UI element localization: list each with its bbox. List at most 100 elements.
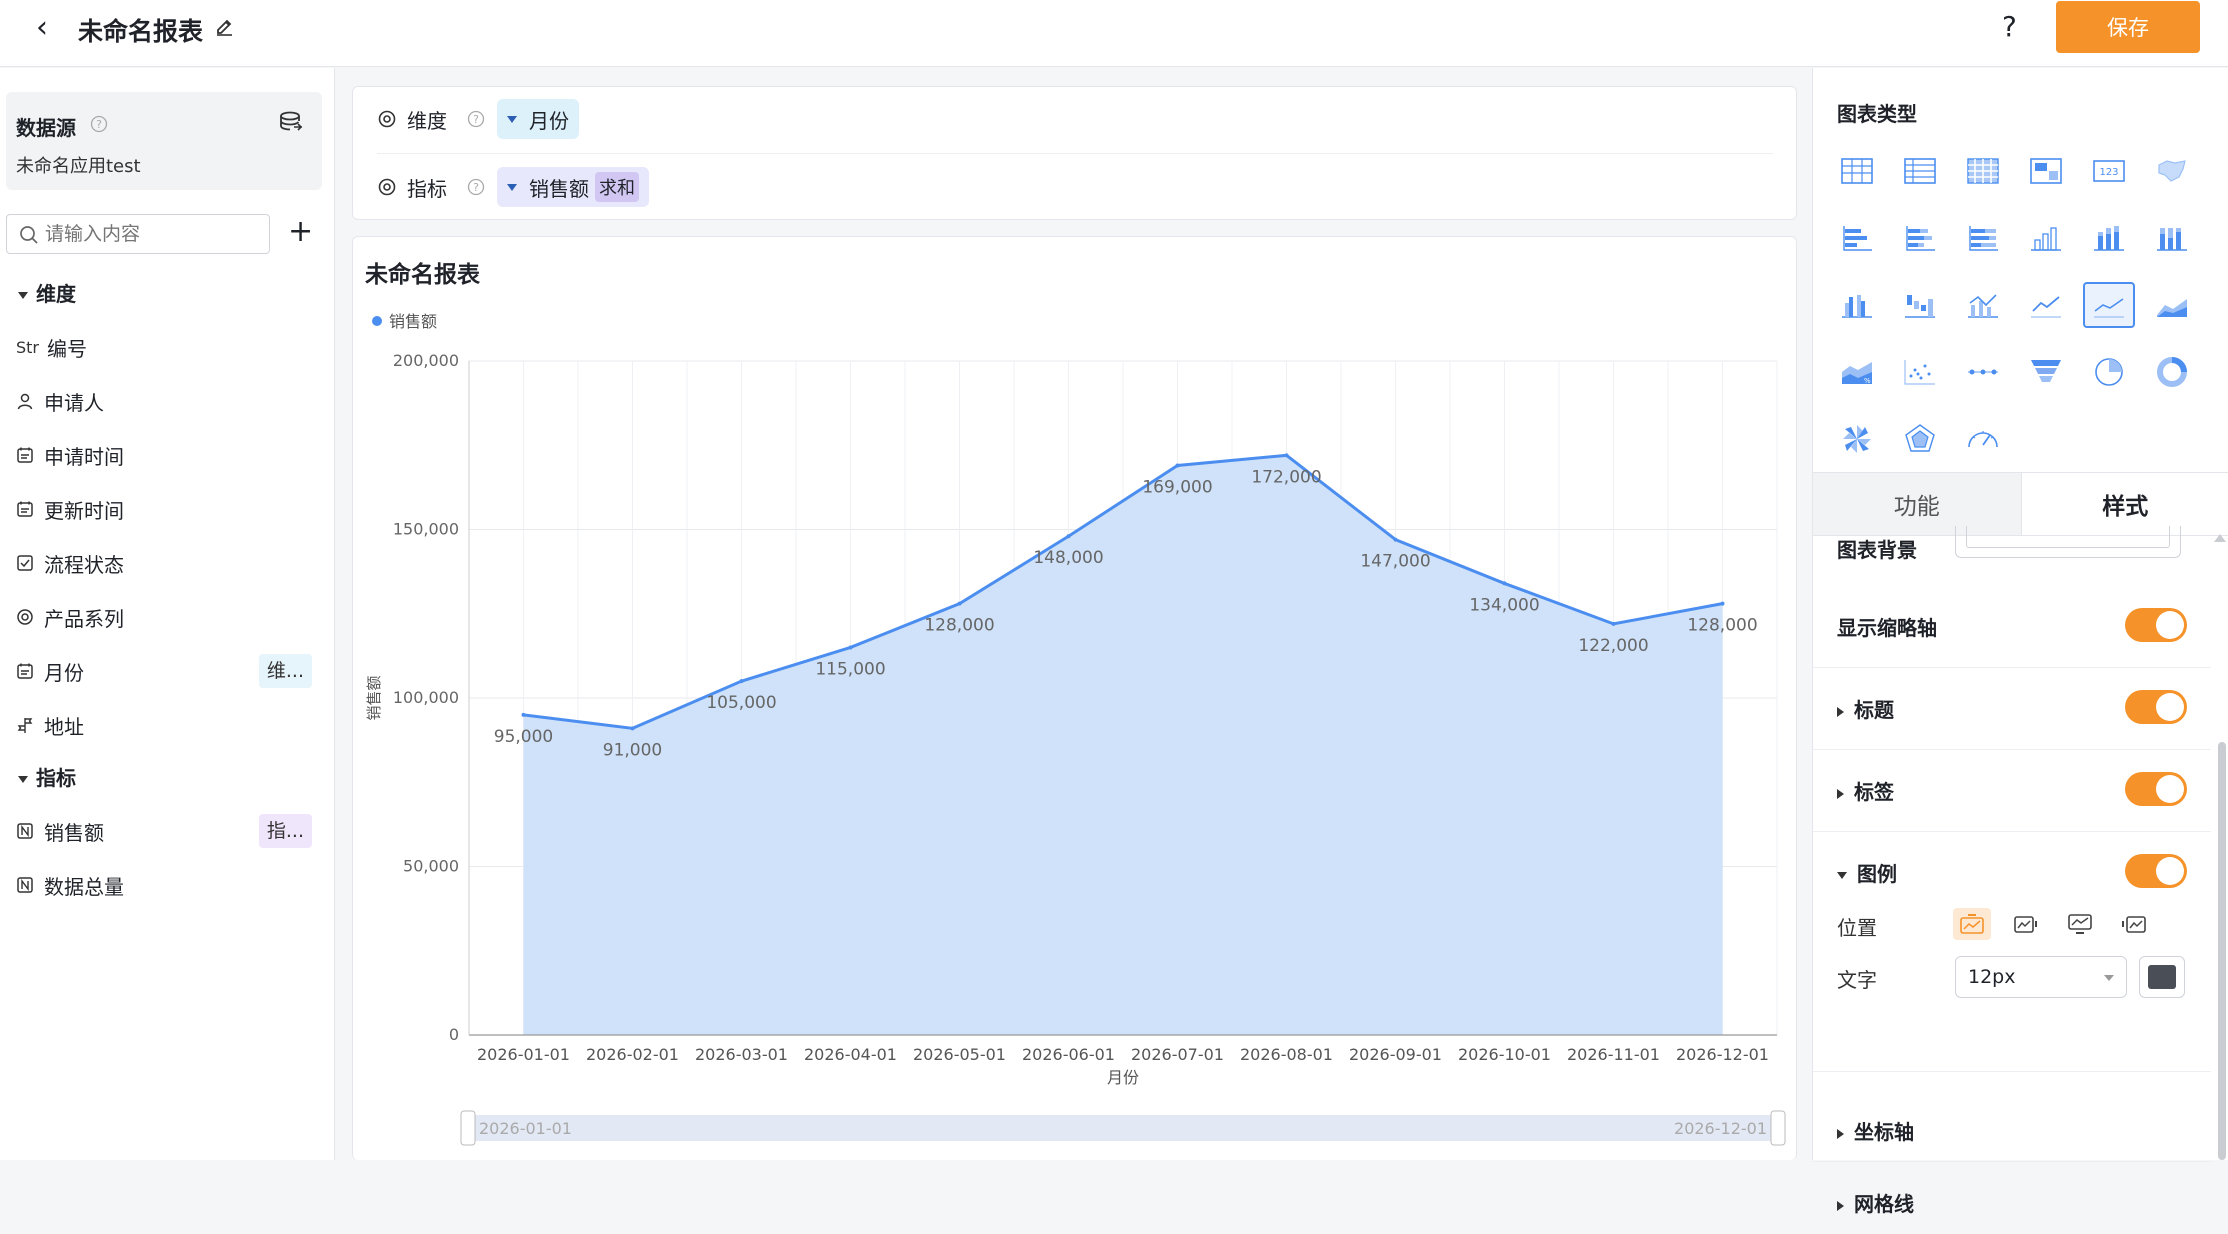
- svg-text:%: %: [1864, 377, 1871, 385]
- legend-pos-right-button[interactable]: [2007, 908, 2045, 940]
- legend-top-icon: [1959, 913, 1985, 935]
- chart-type-pie-icon[interactable]: [2083, 349, 2135, 395]
- dimension-pill[interactable]: 月份: [497, 99, 579, 139]
- legend-pos-left-button[interactable]: [2115, 908, 2153, 940]
- chart-type-line-icon[interactable]: [2020, 282, 2072, 328]
- chart-type-map-icon[interactable]: [2146, 148, 2198, 194]
- x-tick-label: 2026-03-01: [695, 1045, 788, 1064]
- y-tick-label: 0: [449, 1025, 459, 1044]
- chart-type-bar-horizontal-icon[interactable]: [1831, 215, 1883, 261]
- chart-type-gauge-icon[interactable]: [1957, 416, 2009, 462]
- x-tick-label: 2026-02-01: [586, 1045, 679, 1064]
- chart-type-waterfall-icon[interactable]: [1894, 282, 1946, 328]
- chart-type-combo-icon[interactable]: [1957, 282, 2009, 328]
- chart-type-radar-icon[interactable]: [1894, 416, 1946, 462]
- chart-type-funnel-icon[interactable]: [2020, 349, 2072, 395]
- legend-right-icon: [2013, 913, 2039, 935]
- chart-type-bar-percent-horizontal-icon[interactable]: [1957, 215, 2009, 261]
- font-color-picker[interactable]: [2139, 956, 2185, 998]
- row-label[interactable]: 标签: [1813, 750, 2211, 832]
- data-label: 95,000: [494, 727, 553, 747]
- data-label: 148,000: [1033, 548, 1103, 568]
- metric-pill[interactable]: 销售额求和: [497, 167, 649, 207]
- aggregation-badge: 求和: [595, 172, 639, 202]
- search-input[interactable]: [45, 221, 265, 247]
- field-item-apply-time[interactable]: 申请时间: [16, 438, 326, 472]
- y-tick-label: 100,000: [393, 688, 459, 707]
- data-label: 172,000: [1251, 467, 1321, 487]
- field-item-product-series[interactable]: 产品系列: [16, 600, 326, 634]
- row-axis[interactable]: 坐标轴: [1813, 1090, 2211, 1162]
- legend-pos-bottom-button[interactable]: [2061, 908, 2099, 940]
- field-item-address[interactable]: 地址: [16, 708, 326, 742]
- question-icon[interactable]: ?: [467, 178, 485, 196]
- data-label: 115,000: [815, 659, 885, 679]
- caret-right-icon: [1837, 1129, 1844, 1139]
- slider-handle-left[interactable]: [461, 1111, 475, 1145]
- slider-handle-right[interactable]: [1771, 1111, 1785, 1145]
- row-legend[interactable]: 图例: [1813, 832, 2211, 1072]
- row-title[interactable]: 标题: [1813, 668, 2211, 750]
- row-grid[interactable]: 网格线: [1813, 1162, 2211, 1234]
- chart-type-dot-line-icon[interactable]: [1957, 349, 2009, 395]
- font-size-select[interactable]: 12px: [1955, 956, 2127, 998]
- search-box[interactable]: [6, 214, 270, 254]
- help-icon[interactable]: ?: [2002, 10, 2017, 43]
- data-label: 147,000: [1360, 552, 1430, 572]
- number-icon: [16, 822, 34, 840]
- field-item-flow-status[interactable]: 流程状态: [16, 546, 326, 580]
- chevron-down-icon: [2104, 975, 2114, 981]
- chart-type-table-icon[interactable]: [1831, 148, 1883, 194]
- legend-toggle[interactable]: [2125, 854, 2187, 888]
- chart-type-indicator-card-icon[interactable]: [2020, 148, 2072, 194]
- y-tick-label: 150,000: [393, 520, 459, 539]
- field-item-sales[interactable]: 销售额 指...: [16, 814, 326, 848]
- save-button[interactable]: 保存: [2056, 1, 2200, 53]
- scroll-up-icon[interactable]: [2214, 534, 2226, 542]
- metric-group[interactable]: 指标: [18, 762, 76, 791]
- title-toggle[interactable]: [2125, 690, 2187, 724]
- chart-type-area-stacked-icon[interactable]: [2146, 282, 2198, 328]
- chart-type-heat-table-icon[interactable]: [1957, 148, 2009, 194]
- chart-type-column-grouped-icon[interactable]: [1831, 282, 1883, 328]
- database-icon[interactable]: [278, 110, 304, 134]
- calendar-icon: [16, 500, 34, 518]
- question-icon[interactable]: ?: [90, 115, 108, 133]
- data-label: 169,000: [1142, 477, 1212, 497]
- show-slider-toggle[interactable]: [2125, 608, 2187, 642]
- chart-type-column-icon[interactable]: [2020, 215, 2072, 261]
- field-item-update-time[interactable]: 更新时间: [16, 492, 326, 526]
- dimension-group[interactable]: 维度: [18, 278, 76, 307]
- datasource-card: 数据源 ? 未命名应用test: [6, 92, 322, 190]
- label-toggle[interactable]: [2125, 772, 2187, 806]
- data-point: [958, 602, 962, 606]
- chart-background-input[interactable]: [1955, 526, 2181, 558]
- chart-type-pivot-table-icon[interactable]: [1894, 148, 1946, 194]
- legend-pos-top-button[interactable]: [1953, 908, 1991, 940]
- edit-icon[interactable]: [214, 16, 236, 38]
- field-item-applicant[interactable]: 申请人: [16, 384, 326, 418]
- area-chart: 销售额050,000100,000150,000200,00095,00091,…: [353, 237, 1798, 1161]
- chart-type-number-card-icon[interactable]: 123: [2083, 148, 2135, 194]
- chart-type-area-percent-icon[interactable]: %: [1831, 349, 1883, 395]
- chart-type-donut-icon[interactable]: [2146, 349, 2198, 395]
- question-icon[interactable]: ?: [467, 110, 485, 128]
- add-icon[interactable]: +: [288, 214, 313, 250]
- field-item-data-total[interactable]: 数据总量: [16, 868, 326, 902]
- caret-right-icon: [1837, 1201, 1844, 1211]
- chart-type-bar-stacked-horizontal-icon[interactable]: [1894, 215, 1946, 261]
- chart-type-rose-icon[interactable]: [1831, 416, 1883, 462]
- back-icon[interactable]: ‹: [36, 14, 66, 44]
- chart-type-scatter-icon[interactable]: [1894, 349, 1946, 395]
- dimension-tag: 维...: [259, 654, 312, 688]
- metric-label: 指标: [407, 173, 467, 202]
- calendar-icon: [16, 446, 34, 464]
- chart-type-area-icon[interactable]: [2083, 282, 2135, 328]
- data-point: [1176, 463, 1180, 467]
- chart-type-column-percent-icon[interactable]: [2146, 215, 2198, 261]
- settings-scrollbar[interactable]: [2218, 742, 2226, 1160]
- chart-type-column-stacked-icon[interactable]: [2083, 215, 2135, 261]
- search-icon: [19, 225, 39, 245]
- field-item-month[interactable]: 月份 维...: [16, 654, 326, 688]
